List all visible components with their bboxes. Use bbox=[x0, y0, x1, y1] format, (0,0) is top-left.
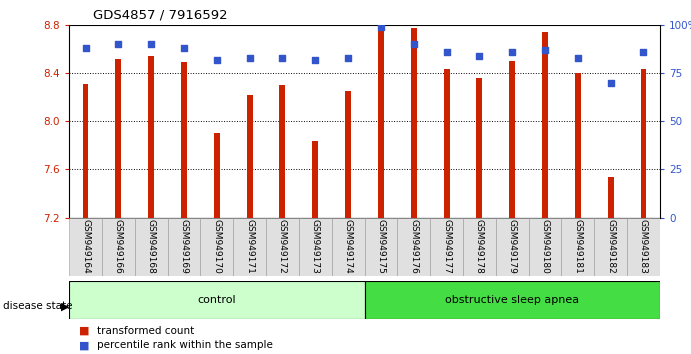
Text: GSM949180: GSM949180 bbox=[540, 219, 549, 274]
Text: GSM949168: GSM949168 bbox=[146, 219, 155, 274]
FancyBboxPatch shape bbox=[594, 218, 627, 276]
Text: GSM949174: GSM949174 bbox=[343, 219, 352, 274]
Point bbox=[178, 45, 189, 51]
Point bbox=[80, 45, 91, 51]
FancyBboxPatch shape bbox=[102, 218, 135, 276]
Bar bbox=[575, 73, 581, 218]
Point bbox=[638, 49, 649, 55]
FancyBboxPatch shape bbox=[496, 218, 529, 276]
Bar bbox=[247, 95, 253, 218]
FancyBboxPatch shape bbox=[561, 218, 594, 276]
Text: control: control bbox=[198, 295, 236, 305]
FancyBboxPatch shape bbox=[266, 218, 299, 276]
Point bbox=[375, 24, 386, 29]
Text: GSM949181: GSM949181 bbox=[574, 219, 583, 274]
FancyBboxPatch shape bbox=[233, 218, 266, 276]
Text: GSM949183: GSM949183 bbox=[639, 219, 648, 274]
Bar bbox=[641, 69, 647, 218]
Text: ▶: ▶ bbox=[61, 301, 69, 311]
Bar bbox=[378, 25, 384, 218]
Text: GSM949177: GSM949177 bbox=[442, 219, 451, 274]
FancyBboxPatch shape bbox=[529, 218, 561, 276]
Bar bbox=[312, 141, 319, 218]
Bar bbox=[476, 78, 482, 218]
Point bbox=[113, 41, 124, 47]
FancyBboxPatch shape bbox=[430, 218, 463, 276]
FancyBboxPatch shape bbox=[332, 218, 365, 276]
Point bbox=[211, 57, 223, 62]
Bar bbox=[410, 28, 417, 218]
Text: GSM949176: GSM949176 bbox=[409, 219, 418, 274]
Text: GDS4857 / 7916592: GDS4857 / 7916592 bbox=[93, 9, 228, 22]
Text: GSM949179: GSM949179 bbox=[508, 219, 517, 274]
Bar bbox=[444, 69, 450, 218]
Bar bbox=[214, 133, 220, 218]
Text: GSM949171: GSM949171 bbox=[245, 219, 254, 274]
Text: GSM949164: GSM949164 bbox=[81, 219, 90, 274]
Point bbox=[244, 55, 255, 61]
Text: percentile rank within the sample: percentile rank within the sample bbox=[97, 340, 273, 350]
FancyBboxPatch shape bbox=[397, 218, 430, 276]
Bar bbox=[279, 85, 285, 218]
Text: GSM949170: GSM949170 bbox=[212, 219, 221, 274]
FancyBboxPatch shape bbox=[627, 218, 660, 276]
Bar bbox=[82, 84, 88, 218]
Text: GSM949172: GSM949172 bbox=[278, 219, 287, 274]
Point bbox=[310, 57, 321, 62]
Bar bbox=[148, 56, 154, 218]
Text: obstructive sleep apnea: obstructive sleep apnea bbox=[445, 295, 579, 305]
Text: disease state: disease state bbox=[3, 301, 73, 311]
Point bbox=[441, 49, 452, 55]
Point bbox=[605, 80, 616, 85]
Point bbox=[408, 41, 419, 47]
Bar bbox=[345, 91, 351, 218]
Bar bbox=[181, 62, 187, 218]
Text: ■: ■ bbox=[79, 326, 90, 336]
Text: GSM949166: GSM949166 bbox=[114, 219, 123, 274]
FancyBboxPatch shape bbox=[135, 218, 167, 276]
FancyBboxPatch shape bbox=[167, 218, 200, 276]
FancyBboxPatch shape bbox=[365, 218, 397, 276]
Point bbox=[343, 55, 354, 61]
Point bbox=[572, 55, 583, 61]
Bar bbox=[607, 177, 614, 218]
Text: GSM949169: GSM949169 bbox=[180, 219, 189, 274]
Text: GSM949182: GSM949182 bbox=[606, 219, 615, 274]
Bar bbox=[115, 58, 122, 218]
Text: GSM949173: GSM949173 bbox=[311, 219, 320, 274]
FancyBboxPatch shape bbox=[69, 281, 365, 319]
Point bbox=[474, 53, 485, 58]
Point bbox=[507, 49, 518, 55]
Text: GSM949175: GSM949175 bbox=[377, 219, 386, 274]
Text: ■: ■ bbox=[79, 340, 90, 350]
Bar bbox=[542, 32, 548, 218]
Text: GSM949178: GSM949178 bbox=[475, 219, 484, 274]
FancyBboxPatch shape bbox=[299, 218, 332, 276]
FancyBboxPatch shape bbox=[463, 218, 496, 276]
Bar bbox=[509, 61, 515, 218]
Text: transformed count: transformed count bbox=[97, 326, 194, 336]
FancyBboxPatch shape bbox=[69, 218, 102, 276]
FancyBboxPatch shape bbox=[200, 218, 233, 276]
Point bbox=[146, 41, 157, 47]
FancyBboxPatch shape bbox=[365, 281, 660, 319]
Point bbox=[277, 55, 288, 61]
Point bbox=[540, 47, 551, 53]
